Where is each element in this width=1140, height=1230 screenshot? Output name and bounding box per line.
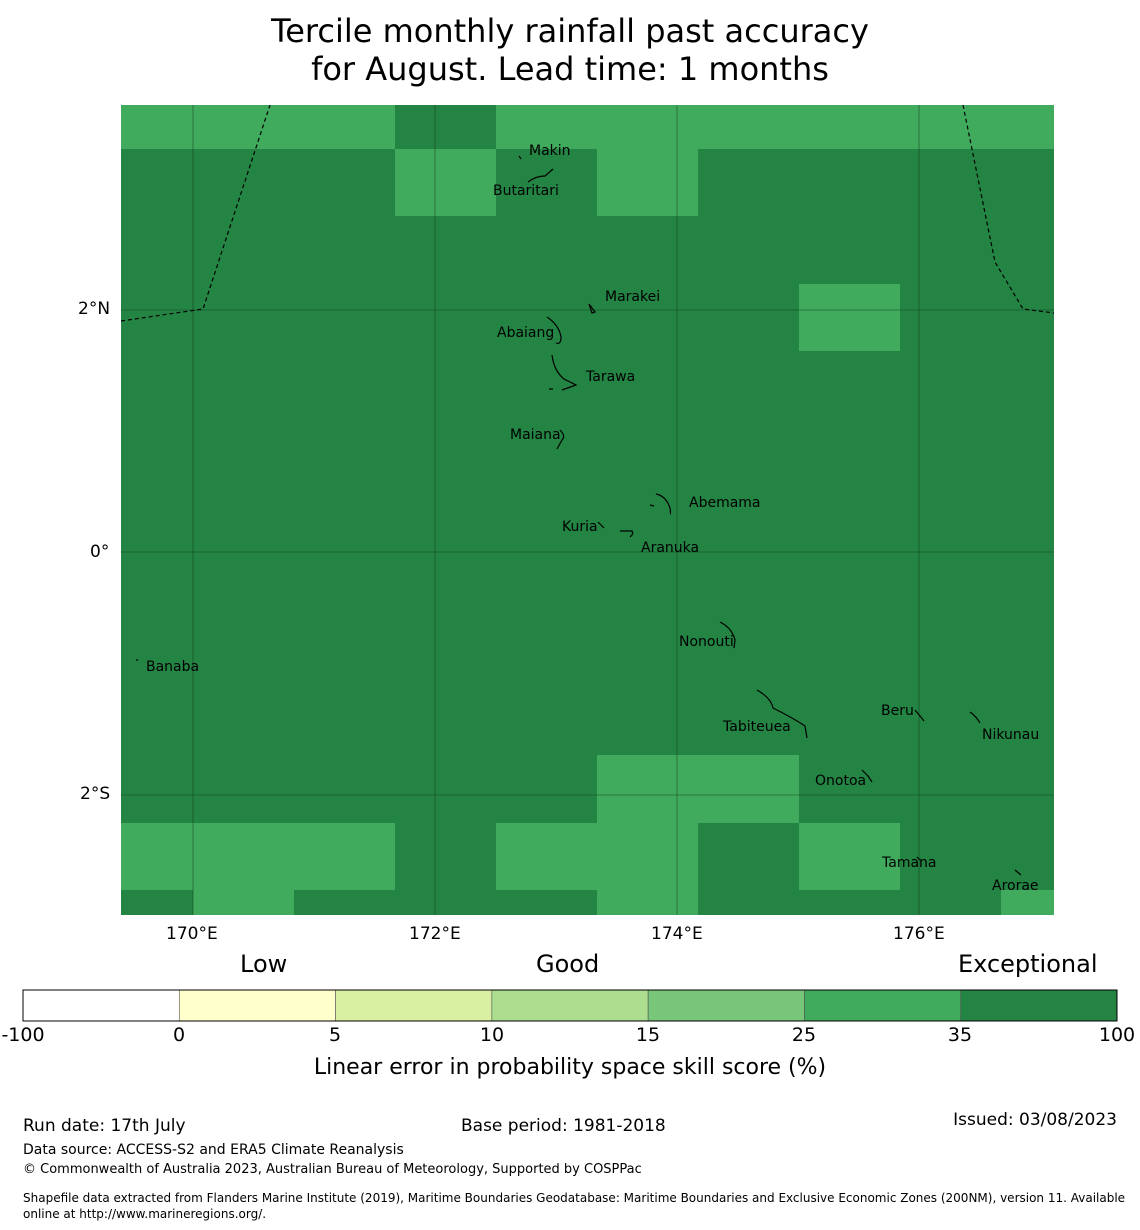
colorbar-xlabel: Linear error in probability space skill …: [313, 1055, 827, 1080]
title-line-2: for August. Lead time: 1 months: [311, 50, 829, 88]
lon-label-172: 172°E: [409, 924, 461, 944]
colorbar-segment: [22, 989, 180, 1022]
issued-date: Issued: 03/08/2023: [953, 1110, 1117, 1130]
lat-label-2s: 2°S: [80, 784, 111, 804]
colorbar-segment: [804, 989, 962, 1022]
place-label-arorae: Arorae: [992, 878, 1039, 894]
place-label-aranuka: Aranuka: [641, 540, 699, 556]
place-label-tarawa: Tarawa: [585, 369, 635, 385]
cb-tick-0: 0: [172, 1024, 186, 1046]
category-good: Good: [536, 950, 600, 978]
copyright: © Commonwealth of Australia 2023, Austra…: [23, 1162, 642, 1177]
data-source: Data source: ACCESS-S2 and ERA5 Climate …: [23, 1142, 404, 1158]
colorbar-segment: [647, 989, 805, 1022]
cb-tick-10: 10: [479, 1024, 505, 1046]
grid-cell: [597, 755, 799, 823]
colorbar-segment: [178, 989, 336, 1022]
grid-background: [121, 105, 1054, 915]
grid-cell: [395, 149, 496, 216]
place-label-maiana: Maiana: [510, 427, 561, 443]
category-exceptional: Exceptional: [958, 950, 1098, 978]
grid-cell: [799, 284, 900, 351]
colorbar-segment: [491, 989, 649, 1022]
cb-tick-15: 15: [635, 1024, 661, 1046]
cb-tick-35: 35: [947, 1024, 973, 1046]
base-period: Base period: 1981-2018: [461, 1116, 666, 1136]
title-line-1: Tercile monthly rainfall past accuracy: [271, 12, 869, 50]
cb-tick-100: 100: [1098, 1024, 1136, 1046]
grid-cell: [496, 105, 1054, 149]
colorbar-outline: [22, 989, 1118, 1022]
cb-tick-5: 5: [328, 1024, 342, 1046]
lon-label-170: 170°E: [166, 924, 218, 944]
place-label-marakei: Marakei: [605, 289, 660, 305]
grid-cell: [395, 105, 496, 149]
place-label-beru: Beru: [881, 703, 914, 719]
lon-label-174: 174°E: [651, 924, 703, 944]
category-low: Low: [240, 950, 288, 978]
lat-label-2n: 2°N: [78, 299, 111, 319]
eez-boundaries: [120, 104, 1055, 322]
shapefile-credit-2: online at http://www.marineregions.org/.: [23, 1207, 267, 1221]
place-label-tamana: Tamana: [881, 855, 936, 871]
place-label-abaiang: Abaiang: [497, 325, 554, 341]
grid-cell: [121, 105, 395, 149]
colorbar: [22, 989, 1118, 1022]
skill-map: Makin Butaritari Marakei Abaiang Tarawa Maian…: [120, 104, 1055, 915]
grid-cell: [1001, 890, 1054, 915]
skill-grid: [121, 105, 1054, 915]
place-label-nonouti: Nonouti: [679, 634, 734, 650]
graticule: [121, 105, 1054, 915]
place-label-tabiteuea: Tabiteuea: [722, 719, 791, 735]
cb-tick-m100: -100: [1, 1024, 45, 1046]
shapefile-credit-1: Shapefile data extracted from Flanders M…: [23, 1191, 1126, 1205]
grid-cell: [193, 890, 294, 915]
cb-tick-25: 25: [791, 1024, 817, 1046]
place-label-butaritari: Butaritari: [493, 183, 559, 199]
coastlines: [136, 155, 1022, 876]
place-label-kuria: Kuria: [562, 519, 598, 535]
place-label-makin: Makin: [529, 143, 571, 159]
colorbar-segment: [335, 989, 493, 1022]
grid-cell: [597, 149, 698, 216]
place-label-onotoa: Onotoa: [815, 773, 866, 789]
grid-cell: [597, 890, 698, 915]
colorbar-segment: [960, 989, 1118, 1022]
place-labels: Makin Butaritari Marakei Abaiang Tarawa Maian…: [146, 143, 1039, 894]
grid-cell: [799, 823, 900, 890]
place-label-banaba: Banaba: [146, 659, 199, 675]
grid-cell: [496, 823, 698, 890]
place-label-nikunau: Nikunau: [982, 727, 1039, 743]
run-date: Run date: 17th July: [23, 1116, 186, 1136]
grid-cell: [121, 823, 395, 890]
lon-label-176: 176°E: [893, 924, 945, 944]
place-label-abemama: Abemama: [689, 495, 761, 511]
lat-label-0: 0°: [90, 542, 110, 562]
